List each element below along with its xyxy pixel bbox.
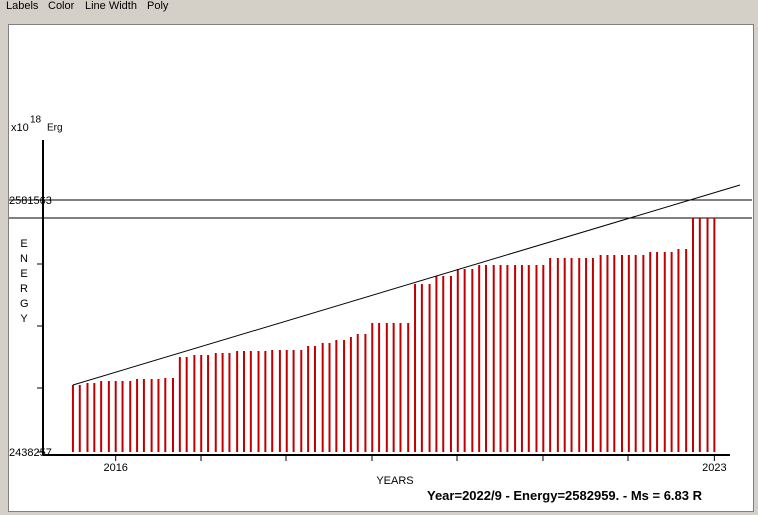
menu-item[interactable]: Line Width (85, 0, 137, 12)
x-tick-label: 2023 (702, 462, 726, 474)
menu-item[interactable]: Poly (147, 0, 169, 12)
menu-item[interactable]: Color (48, 0, 75, 12)
y-tick-label: 2438257 (9, 447, 52, 459)
unit-exponent: 18 (30, 115, 42, 126)
unit-prefix: x10 (11, 122, 29, 134)
menu-item[interactable]: Labels (6, 0, 39, 12)
trend-line (72, 184, 741, 386)
y-axis-title: ENERGY (20, 238, 29, 325)
minor-ticks (37, 263, 629, 461)
x-tick-label: 2016 (103, 462, 127, 474)
status-readout: Year=2022/9 - Energy=2582959. - Ms = 6.8… (427, 488, 702, 503)
unit: Erg (47, 123, 63, 134)
x-axis-title: YEARS (376, 475, 413, 487)
y-tick-label: 2581563 (9, 195, 52, 207)
